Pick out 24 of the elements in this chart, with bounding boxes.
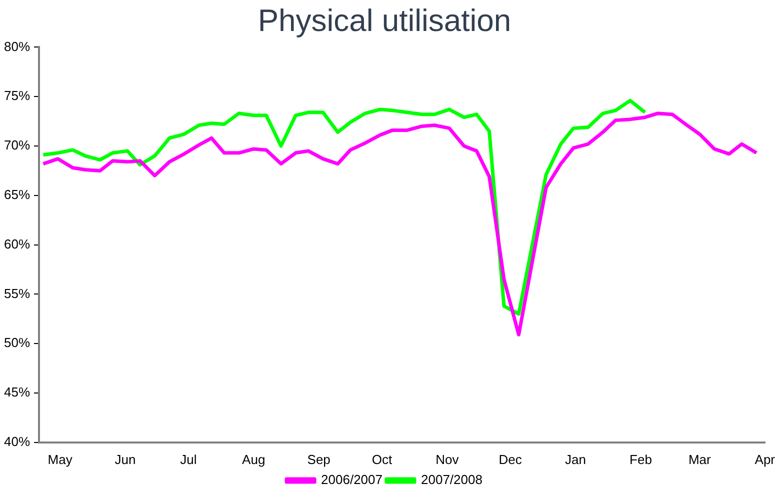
y-tick-label: 80% xyxy=(4,38,30,54)
x-tick-label: Jul xyxy=(180,452,197,467)
legend-label: 2007/2008 xyxy=(421,472,482,488)
x-tick-label: Mar xyxy=(688,452,712,467)
legend-label: 2006/2007 xyxy=(321,472,382,488)
y-tick-label: 55% xyxy=(4,286,30,301)
y-tick-label: 65% xyxy=(4,186,30,202)
x-tick-label: Nov xyxy=(436,452,460,467)
x-tick-label: Dec xyxy=(498,452,522,467)
x-tick-label: Feb xyxy=(630,452,652,467)
y-tick-label: 60% xyxy=(4,236,30,252)
y-tick-label: 50% xyxy=(4,335,30,350)
x-tick-label: Apr xyxy=(754,452,776,467)
y-tick-label: 45% xyxy=(4,384,30,400)
x-tick-label: May xyxy=(48,452,73,467)
y-tick-label: 70% xyxy=(4,138,30,153)
x-tick-label: Jun xyxy=(114,452,136,467)
x-tick-label: Jan xyxy=(565,452,586,467)
x-tick-label: Sep xyxy=(307,452,330,467)
x-tick-label: Aug xyxy=(242,452,266,467)
x-tick-label: Oct xyxy=(372,452,392,467)
y-tick-label: 40% xyxy=(4,434,30,449)
y-tick-label: 75% xyxy=(4,88,30,104)
chart-title: Physical utilisation xyxy=(258,3,512,38)
